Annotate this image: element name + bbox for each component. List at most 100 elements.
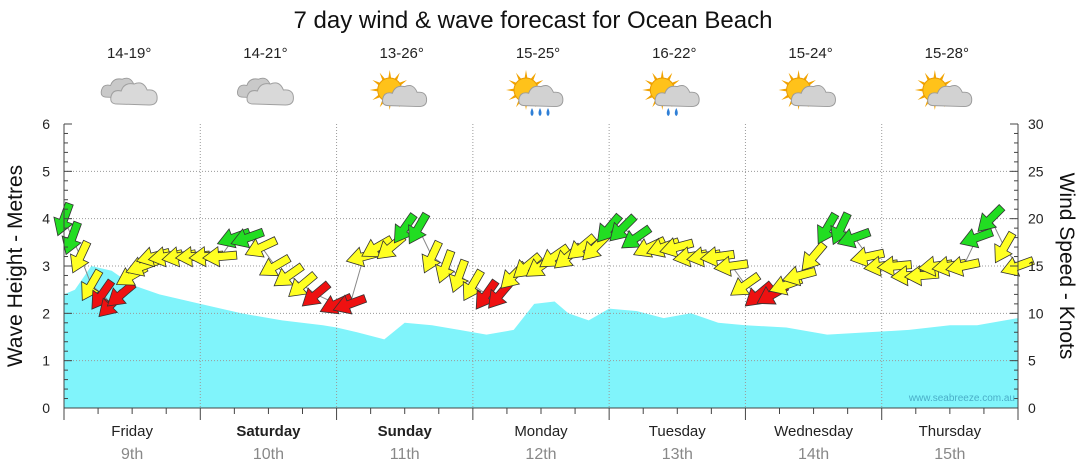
temperature-label: 15-24° — [788, 45, 832, 62]
wind-arrow-shape — [801, 241, 828, 271]
cloud-shape — [654, 85, 700, 108]
wind-arrow — [301, 280, 332, 307]
wind-arrow — [977, 203, 1006, 232]
cloud-shape — [518, 85, 564, 108]
wind-arrow-shape — [713, 255, 749, 277]
wind-arrow-shape — [945, 255, 981, 277]
rain-drop — [666, 108, 670, 116]
wind-arrow — [781, 265, 817, 287]
y-tick-label: 3 — [42, 258, 50, 274]
wind-arrow — [830, 211, 852, 246]
wind-arrow — [288, 270, 318, 297]
sun-ray — [660, 70, 664, 80]
day-date-label: 13th — [662, 446, 693, 463]
wind-arrow — [230, 227, 265, 249]
wind-arrow-shape — [567, 233, 598, 260]
sun-ray — [388, 70, 392, 80]
y2-tick-label: 0 — [1028, 400, 1036, 416]
cloud-path — [110, 82, 158, 106]
wave-height-area — [64, 266, 1018, 408]
wind-arrow — [849, 246, 886, 268]
wind-arrow — [713, 255, 749, 277]
wind-arrow-shape — [258, 253, 292, 277]
rain-drop — [674, 108, 678, 116]
wind-arrow-shape — [332, 294, 368, 315]
day-date-label: 14th — [798, 446, 829, 463]
y2-tick-label: 5 — [1028, 353, 1036, 369]
axes-layer: 0 1 2 3 4 5 6 0 5 10 15 20 25 30 Friday 9th Saturday 10th… — [42, 116, 1044, 463]
cloud-shape — [246, 82, 294, 106]
wind-arrow-shape — [462, 268, 485, 302]
sun-ray — [369, 88, 379, 92]
wind-arrow-shape — [849, 246, 886, 268]
temperature-label: 15-25° — [516, 45, 560, 62]
y-tick-label: 2 — [42, 305, 50, 321]
wind-arrow-shape — [659, 237, 695, 258]
temperature-label: 15-28° — [925, 45, 969, 62]
cloud-path — [518, 85, 564, 108]
wind-arrow-shape — [408, 211, 431, 245]
wind-arrow — [462, 268, 485, 302]
cloud-path — [927, 85, 973, 108]
temperature-label: 14-21° — [243, 45, 287, 62]
wind-arrow — [332, 294, 368, 315]
wind-arrow — [609, 213, 638, 242]
day-label: Thursday — [919, 423, 982, 440]
wind-arrow — [202, 245, 238, 268]
wind-arrow-shape — [244, 236, 279, 258]
cloud-path — [654, 85, 700, 108]
wind-arrow — [273, 262, 305, 287]
wind-arrow-shape — [836, 227, 872, 249]
wind-arrow — [621, 224, 653, 249]
y-tick-label: 4 — [42, 211, 50, 227]
temperature-label: 16-22° — [652, 45, 696, 62]
wind-arrow — [994, 230, 1017, 264]
wind-arrow-shape — [288, 270, 318, 297]
rain-drop — [538, 108, 542, 116]
sun-cloud-icon — [778, 70, 836, 110]
day-date-label: 10th — [253, 446, 284, 463]
wind-arrow-shape — [230, 227, 265, 249]
wind-arrow-shape — [421, 239, 443, 274]
sun-cloud-icon — [369, 70, 428, 110]
wind-arrow-shape — [361, 235, 394, 258]
sun-ray — [796, 70, 801, 80]
sun-ray — [524, 70, 528, 80]
wave-layer — [64, 266, 1018, 408]
sun-ray — [642, 88, 652, 92]
wind-arrow — [258, 253, 292, 277]
wind-arrow — [801, 241, 828, 271]
cloud-shape — [110, 82, 158, 106]
wind-arrow — [659, 237, 695, 258]
y-tick-label: 5 — [42, 163, 50, 179]
wind-arrow — [699, 246, 736, 268]
wind-arrow — [70, 239, 92, 274]
wind-arrow-shape — [730, 271, 762, 296]
wind-arrow-shape — [202, 245, 238, 268]
day-label: Friday — [111, 423, 153, 440]
y2-tick-label: 10 — [1028, 305, 1044, 321]
wind-arrow — [421, 239, 443, 274]
wind-arrow-shape — [301, 280, 332, 307]
temperature-label: 13-26° — [380, 45, 424, 62]
wind-arrow — [817, 211, 840, 245]
wind-arrow-shape — [830, 211, 852, 246]
sun-ray — [778, 88, 788, 92]
wind-arrow-shape — [977, 203, 1006, 232]
wind-arrow — [244, 236, 279, 258]
wind-arrow — [539, 243, 571, 268]
day-label: Wednesday — [774, 423, 853, 440]
y2-tick-label: 25 — [1028, 163, 1044, 179]
sun-cloud-icon — [914, 70, 973, 110]
day-date-label: 9th — [121, 446, 143, 463]
sun-rain-icon — [642, 70, 700, 116]
temperature-label: 14-19° — [107, 45, 151, 62]
weather-row: 14-19° 14-21° 13-26° 15-25° 16-22° 15-24° 15-2… — [100, 45, 973, 116]
day-label: Monday — [514, 423, 568, 440]
wind-arrow — [945, 255, 981, 277]
wind-layer — [53, 201, 1035, 318]
y-axis-title: Wave Height - Metres — [4, 165, 27, 367]
cloud-icon — [237, 77, 294, 106]
y2-tick-label: 15 — [1028, 258, 1044, 274]
